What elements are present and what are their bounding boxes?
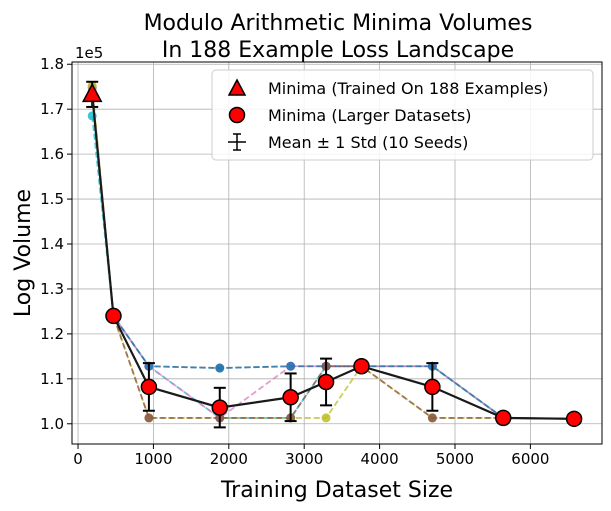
x-tick-label: 3000 [285, 450, 323, 468]
legend-box [211, 69, 594, 161]
y-offset-label: 1e5 [75, 44, 103, 62]
seed-point [286, 361, 296, 371]
x-tick-label: 1000 [134, 450, 172, 468]
y-tick-label: 1.4 [40, 235, 64, 253]
legend-label-trained: Minima (Trained On 188 Examples) [268, 79, 548, 98]
y-tick-label: 1.1 [40, 370, 64, 388]
y-axis-ticks: 1.0 1.1 1.2 1.3 1.4 1.5 1.6 1.7 1.8 [40, 55, 72, 433]
mean-point [105, 307, 122, 325]
chart-title-line-2: In 188 Example Loss Landscape [162, 38, 514, 63]
axes-frame [71, 61, 603, 445]
seed-point [427, 413, 437, 423]
x-tick-label: 6000 [511, 450, 549, 468]
legend: Minima (Trained On 188 Examples) Minima … [211, 69, 594, 161]
seed-point [321, 413, 331, 423]
y-tick-label: 1.8 [40, 55, 64, 73]
mean-point [282, 389, 299, 406]
y-tick-label: 1.2 [40, 325, 64, 343]
chart-title-line-1: Modulo Arithmetic Minima Volumes [144, 11, 533, 36]
y-tick-label: 1.5 [40, 190, 64, 208]
x-axis-label: Training Dataset Size [220, 478, 453, 503]
seed-point [215, 363, 225, 373]
x-tick-label: 5000 [436, 450, 474, 468]
y-tick-label: 1.0 [40, 415, 64, 433]
x-tick-label: 2000 [210, 450, 248, 468]
mean-point [353, 358, 370, 375]
mean-point [317, 373, 335, 391]
y-tick-label: 1.3 [40, 280, 64, 298]
y-tick-label: 1.6 [40, 145, 64, 163]
legend-label-larger: Minima (Larger Datasets) [268, 106, 471, 125]
mean-point [140, 378, 158, 396]
mean-point [494, 409, 512, 427]
seed-series-line [91, 93, 575, 420]
mean-point [211, 399, 229, 416]
legend-errorbar-marker [228, 133, 246, 151]
seed-series-line [91, 95, 575, 420]
mean-point [565, 410, 583, 428]
y-tick-label: 1.7 [40, 100, 64, 118]
mean-point [424, 378, 441, 396]
legend-circle-marker [228, 106, 246, 124]
x-tick-label: 0 [73, 450, 83, 468]
trained-minimum-marker [81, 82, 103, 103]
x-axis-ticks: 0 1000 2000 3000 4000 5000 6000 [73, 444, 549, 468]
x-tick-label: 4000 [361, 450, 399, 468]
seed-point [144, 413, 154, 423]
mean-line [91, 94, 575, 420]
y-axis-label: Log Volume [11, 189, 36, 317]
mean-series-group [81, 82, 583, 428]
legend-label-mean: Mean ± 1 Std (10 Seeds) [268, 133, 468, 152]
legend-triangle-marker [227, 78, 247, 96]
